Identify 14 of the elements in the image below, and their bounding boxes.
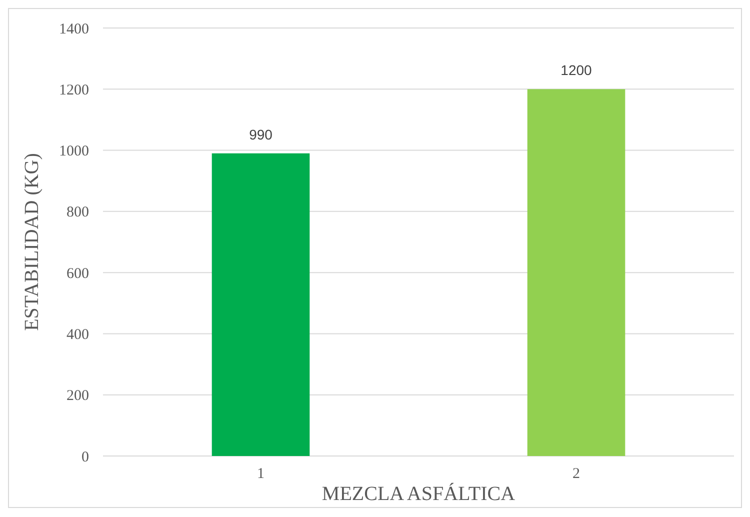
y-tick-label: 1400 bbox=[59, 21, 89, 38]
y-tick-label: 0 bbox=[82, 449, 89, 466]
y-tick-label: 1200 bbox=[59, 82, 89, 98]
y-tick-label: 1000 bbox=[59, 144, 89, 160]
y-tick-label: 200 bbox=[66, 388, 89, 404]
x-tick-label: 1 bbox=[257, 466, 264, 482]
y-tick-label: 800 bbox=[66, 204, 89, 221]
data-label: 990 bbox=[249, 126, 273, 142]
y-tick-label: 400 bbox=[66, 326, 89, 343]
data-label: 1200 bbox=[560, 62, 592, 78]
x-tick-label: 2 bbox=[572, 466, 580, 482]
y-axis-title: ESTABILIDAD (KG) bbox=[21, 153, 43, 331]
x-axis-title: MEZCLA ASFÁLTICA bbox=[322, 482, 516, 505]
y-tick-label: 600 bbox=[66, 266, 89, 282]
